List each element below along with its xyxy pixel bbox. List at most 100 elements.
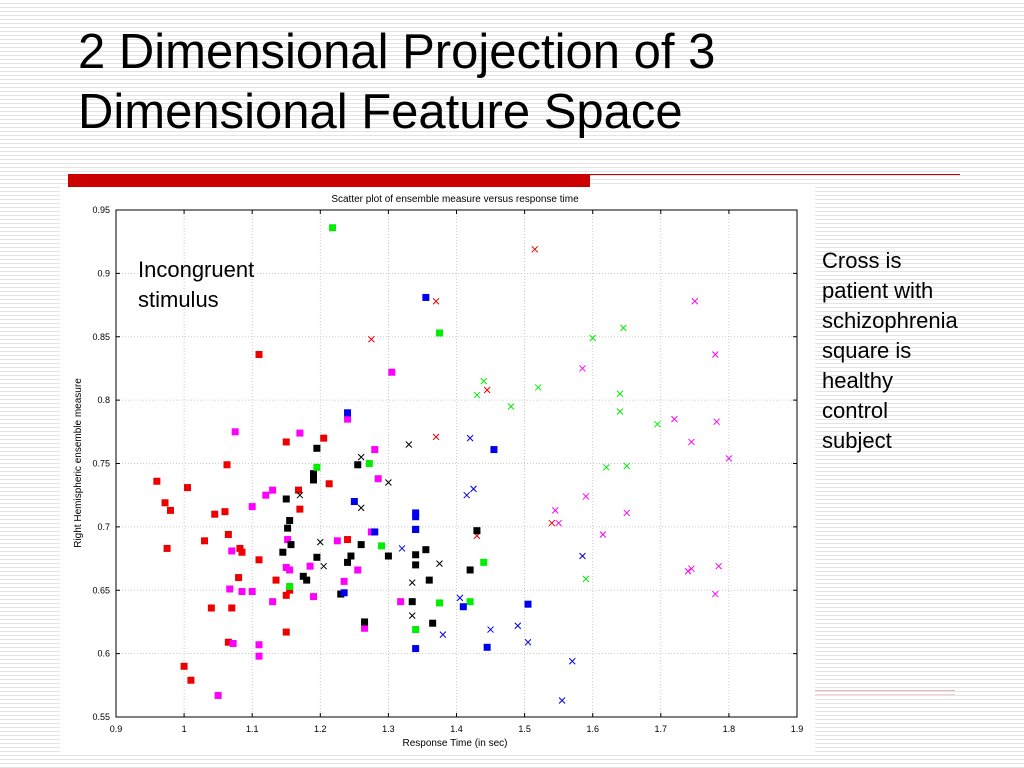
blue-square-marker xyxy=(412,645,420,653)
blue-cross-marker xyxy=(398,545,406,552)
green-square-marker xyxy=(435,329,443,337)
x-tick-label: 1.4 xyxy=(450,724,463,734)
magenta-cross-marker xyxy=(582,493,590,500)
black-square-marker xyxy=(466,566,474,574)
x-tick-label: 1.5 xyxy=(518,724,531,734)
black-cross-marker xyxy=(436,560,443,567)
decorative-line xyxy=(815,690,955,691)
black-cross-marker xyxy=(357,504,365,512)
green-cross-marker xyxy=(480,377,488,385)
red-cross-marker xyxy=(483,386,491,394)
red-square-marker xyxy=(272,576,280,584)
green-square-marker xyxy=(480,558,488,566)
blue-square-marker xyxy=(412,525,420,533)
x-tick-label: 1.1 xyxy=(246,724,259,734)
black-cross-marker xyxy=(320,562,328,570)
slide-title-line-2: Dimensional Feature Space xyxy=(78,85,683,139)
red-square-marker xyxy=(320,434,328,442)
black-square-marker xyxy=(299,572,307,580)
red-square-marker xyxy=(224,638,232,646)
red-cross-marker xyxy=(368,335,375,343)
decorative-line xyxy=(815,694,955,695)
black-cross-marker xyxy=(357,453,365,461)
magenta-cross-marker xyxy=(725,455,733,462)
black-cross-marker xyxy=(408,579,416,586)
black-square-marker xyxy=(287,541,295,549)
note-line: schizophrenia xyxy=(822,308,958,333)
red-square-marker xyxy=(228,604,236,612)
green-cross-marker xyxy=(507,403,515,410)
red-square-marker xyxy=(221,508,229,516)
blue-cross-marker xyxy=(514,622,522,630)
black-square-marker xyxy=(309,476,317,484)
note-line: patient with xyxy=(822,278,934,303)
blue-square-marker xyxy=(340,589,348,597)
blue-square-marker xyxy=(371,528,379,536)
green-cross-marker xyxy=(619,324,627,332)
magenta-square-marker xyxy=(371,446,379,454)
y-tick-label: 0.8 xyxy=(97,395,110,405)
chart-annotation-line-1: Incongruent xyxy=(138,257,254,282)
magenta-square-marker xyxy=(361,624,369,632)
y-tick-label: 0.6 xyxy=(97,649,110,659)
black-cross-marker xyxy=(405,441,413,448)
green-cross-marker xyxy=(473,391,481,399)
black-square-marker xyxy=(279,548,287,556)
red-square-marker xyxy=(296,505,304,513)
note-line: subject xyxy=(822,428,892,453)
blue-cross-marker xyxy=(579,552,586,560)
green-cross-marker xyxy=(616,390,624,398)
black-square-marker xyxy=(412,551,420,559)
magenta-cross-marker xyxy=(684,567,692,575)
blue-square-marker xyxy=(524,600,532,608)
magenta-square-marker xyxy=(238,588,246,596)
y-tick-label: 0.9 xyxy=(97,268,110,278)
magenta-square-marker xyxy=(255,652,263,660)
y-tick-label: 0.95 xyxy=(92,205,110,215)
red-square-marker xyxy=(166,506,174,514)
marker-legend-note: Cross is patient with schizophrenia squa… xyxy=(822,246,1022,456)
green-square-marker xyxy=(313,463,321,471)
black-square-marker xyxy=(429,619,437,627)
blue-square-marker xyxy=(412,513,420,521)
black-square-marker xyxy=(408,598,416,606)
red-square-marker xyxy=(163,544,171,552)
y-tick-label: 0.75 xyxy=(92,459,110,469)
magenta-square-marker xyxy=(229,639,237,647)
red-square-marker xyxy=(295,486,303,494)
black-square-marker xyxy=(286,517,294,525)
green-cross-marker xyxy=(616,408,624,415)
black-square-marker xyxy=(354,461,362,469)
green-cross-marker xyxy=(602,463,610,471)
magenta-cross-marker xyxy=(711,590,719,598)
black-cross-marker xyxy=(316,538,324,546)
red-cross-marker xyxy=(531,245,539,253)
blue-square-marker xyxy=(483,643,491,651)
green-cross-marker xyxy=(623,462,631,470)
black-square-marker xyxy=(384,552,392,560)
blue-square-marker xyxy=(412,509,420,517)
blue-cross-marker xyxy=(466,434,474,442)
magenta-cross-marker xyxy=(688,438,695,446)
red-square-marker xyxy=(282,591,290,599)
blue-cross-marker xyxy=(463,491,471,499)
black-square-marker xyxy=(309,470,317,478)
magenta-square-marker xyxy=(226,585,234,593)
x-tick-label: 1 xyxy=(182,724,187,734)
red-square-marker xyxy=(255,350,263,358)
black-square-marker xyxy=(425,576,433,584)
magenta-square-marker xyxy=(296,429,304,437)
magenta-square-marker xyxy=(269,598,277,606)
magenta-square-marker xyxy=(269,486,277,494)
red-square-marker xyxy=(286,586,294,594)
magenta-cross-marker xyxy=(711,351,719,358)
red-square-marker xyxy=(207,604,215,612)
magenta-square-marker xyxy=(306,562,314,570)
magenta-square-marker xyxy=(333,537,341,545)
magenta-square-marker xyxy=(309,593,317,601)
blue-cross-marker xyxy=(456,594,464,602)
black-square-marker xyxy=(313,553,321,561)
green-square-marker xyxy=(329,224,337,232)
black-square-marker xyxy=(473,527,481,535)
black-cross-marker xyxy=(296,491,304,499)
